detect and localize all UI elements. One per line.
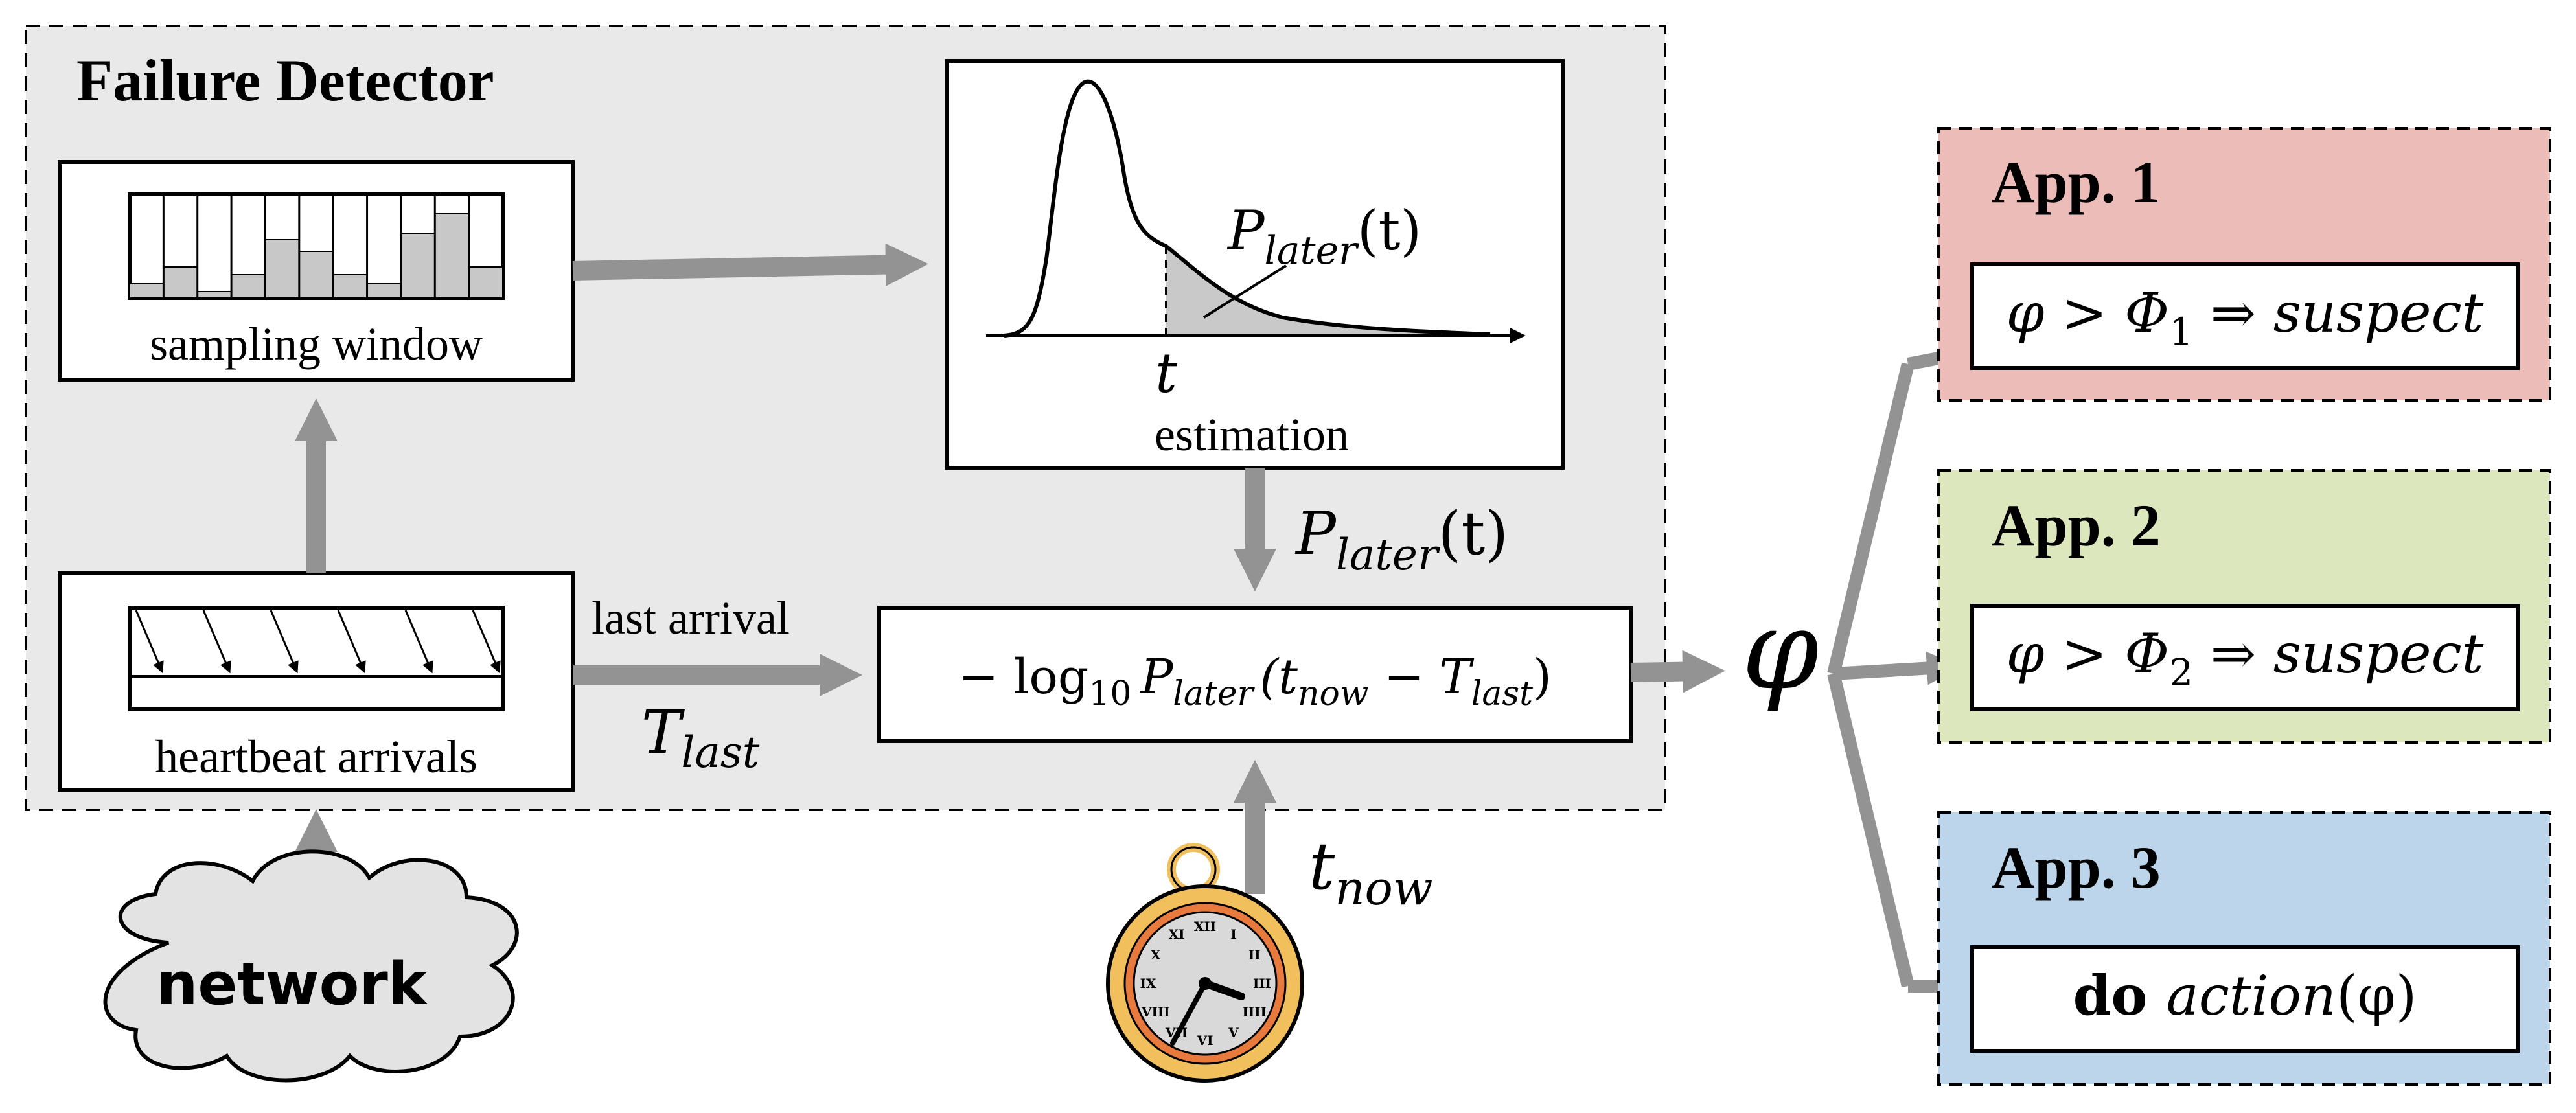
cloud-shape <box>103 849 519 1083</box>
sampling-bar <box>163 266 198 299</box>
heartbeat-arrivals-block: heartbeat arrivals <box>58 571 575 792</box>
clock-numeral: II <box>1248 947 1261 963</box>
network-cloud: network <box>103 849 519 1083</box>
curve-label-pointer <box>1202 264 1287 319</box>
estimation-label: estimation <box>1155 409 1349 461</box>
estimation-block: Plater(t) t estimation <box>945 59 1565 470</box>
phi-formula-block: − log10 Plater (tnow − Tlast) <box>877 606 1633 743</box>
app-3-title: App. 3 <box>1992 834 2161 901</box>
clock-numeral: VI <box>1197 1033 1213 1048</box>
heartbeat-timeline <box>128 606 505 711</box>
clock-numeral: IIII <box>1242 1004 1266 1020</box>
sampling-bar <box>400 233 436 299</box>
clock-numeral: X <box>1151 947 1161 963</box>
clock-numeral: XI <box>1169 926 1185 942</box>
heartbeat-arrivals-label: heartbeat arrivals <box>155 731 477 783</box>
t-now-label: tnow <box>1309 829 1433 915</box>
app-1-expression: φ > Φ1 ⇒ suspect <box>2007 281 2484 354</box>
app-1-rule <box>1970 262 2520 370</box>
app-3-rule <box>1970 945 2520 1053</box>
sampling-bar <box>196 291 233 299</box>
t-last-label: Tlast <box>641 698 760 777</box>
app-1-panel: App. 1 φ > Φ1 ⇒ suspect <box>1937 127 2551 402</box>
sampling-bar <box>264 239 300 299</box>
clock-numeral: V <box>1228 1025 1239 1040</box>
sampling-bar <box>332 274 368 299</box>
tail-area <box>1166 246 1490 336</box>
heartbeat-arrow <box>337 610 366 674</box>
failure-detector-title: Failure Detector <box>76 47 494 113</box>
sampling-bar <box>366 283 402 299</box>
heartbeat-arrow <box>270 610 299 674</box>
sampling-bar <box>434 213 470 299</box>
heartbeat-arrow <box>472 610 501 674</box>
last-arrival-label: last arrival <box>592 592 790 644</box>
clock-minute-hand <box>1170 981 1208 1046</box>
app-3-panel: App. 3 do action(φ) <box>1937 811 2551 1086</box>
network-label: network <box>156 950 428 1018</box>
p-later-arrow-label: Plater(t) <box>1294 499 1508 580</box>
sampling-bar <box>231 274 266 299</box>
sampling-bar <box>298 251 334 299</box>
sampling-bar <box>468 266 503 299</box>
clock-numeral: III <box>1253 976 1271 991</box>
app-3-expression: do action(φ) <box>2073 963 2417 1027</box>
sampling-bar <box>129 283 165 299</box>
plot-t-label: t <box>1155 341 1177 405</box>
heartbeat-ticks <box>135 610 501 674</box>
clock-numeral: I <box>1230 926 1236 942</box>
sampling-window-block: sampling window <box>58 160 575 382</box>
arrow-formula-to-phi <box>1630 650 1725 693</box>
app-2-title: App. 2 <box>1992 492 2161 558</box>
arrow-sampling-to-estimation <box>572 243 928 286</box>
app-1-title: App. 1 <box>1992 149 2161 215</box>
plot-p-later-label: Plater(t) <box>1226 199 1421 273</box>
heartbeat-arrow <box>404 610 433 674</box>
sampling-window-label: sampling window <box>150 318 483 370</box>
phi-output-symbol: φ <box>1742 586 1819 715</box>
phi-formula: − log10 Plater (tnow − Tlast) <box>958 649 1552 713</box>
heartbeat-arrow <box>135 610 164 674</box>
sampling-bars <box>129 194 503 299</box>
app-2-expression: φ > Φ2 ⇒ suspect <box>2007 622 2484 694</box>
heartbeat-arrow <box>202 610 231 674</box>
density-curve <box>1004 79 1491 338</box>
clock-numeral: IX <box>1140 976 1156 991</box>
app-2-rule <box>1970 604 2520 711</box>
clock-numeral: XII <box>1194 919 1216 934</box>
stopwatch-icon: XIIIIIIIIIIIIVVIVIIVIIIIXXXI <box>1106 843 1304 1083</box>
app-2-panel: App. 2 φ > Φ2 ⇒ suspect <box>1937 469 2551 744</box>
clock-numeral: VIII <box>1141 1004 1170 1020</box>
